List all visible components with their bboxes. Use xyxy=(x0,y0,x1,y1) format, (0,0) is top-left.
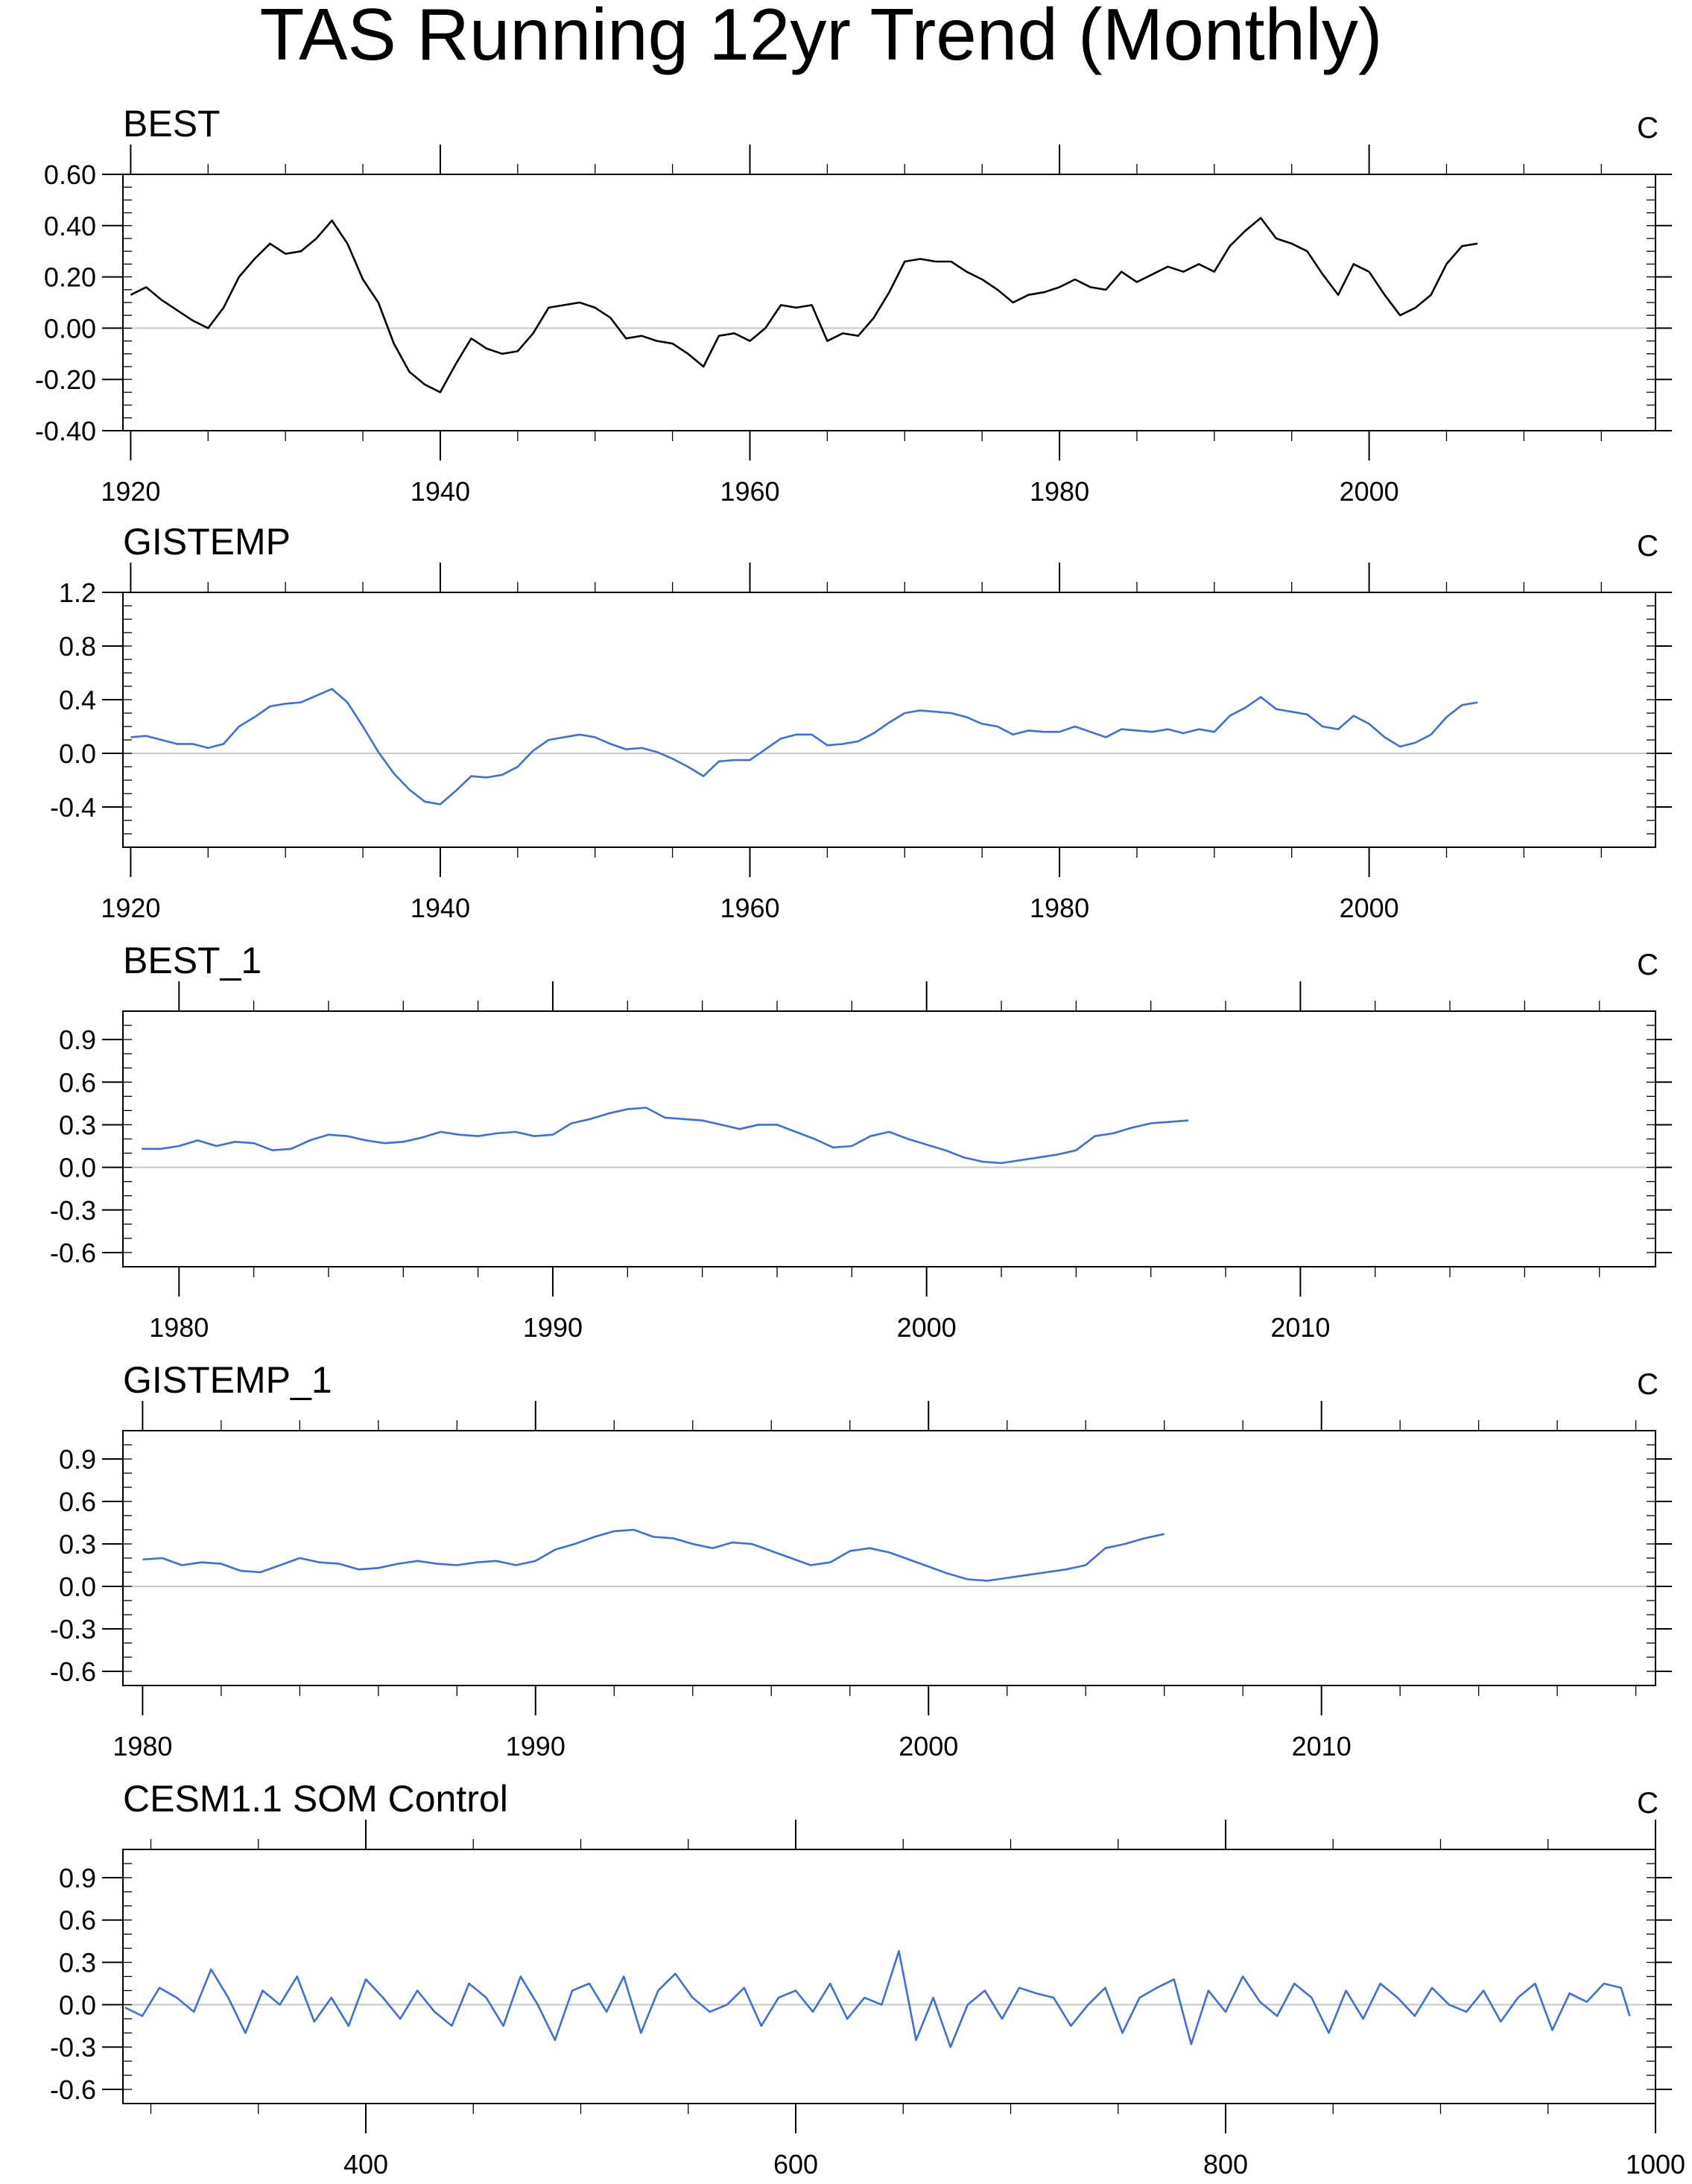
y-tick-label: -0.4 xyxy=(50,792,96,823)
x-tick-label: 1940 xyxy=(411,893,470,923)
units-label: C xyxy=(1637,112,1658,145)
series-line-cesm1-1-som-control xyxy=(124,1950,1631,2048)
x-tick-label: 1980 xyxy=(1030,893,1089,923)
y-tick-label: -0.3 xyxy=(50,1195,96,1226)
y-tick-label: 0.20 xyxy=(44,262,96,293)
x-tick-label: 2010 xyxy=(1292,1731,1352,1762)
panel-title: CESM1.1 SOM Control xyxy=(123,1778,508,1820)
series-line-best-1 xyxy=(142,1107,1188,1165)
x-tick-label: 1980 xyxy=(113,1731,172,1762)
panel-title: GISTEMP xyxy=(123,521,291,563)
plot-frame xyxy=(122,174,1656,431)
x-tick-label: 1990 xyxy=(506,1731,565,1762)
figure-title: TAS Running 12yr Trend (Monthly) xyxy=(260,0,1383,75)
x-tick-label: 1980 xyxy=(1030,476,1089,507)
x-tick-label: 1980 xyxy=(149,1312,209,1343)
y-tick-label: 0.9 xyxy=(59,1025,96,1055)
y-tick-label: 0.3 xyxy=(59,1948,96,1978)
plot-frame xyxy=(122,1430,1656,1686)
x-tick-label: 800 xyxy=(1203,2149,1248,2180)
panel-gistemp: GISTEMP C 1.2 0.8 0.4 0.0 -0.4 1920 1940 1960 1980… xyxy=(50,521,1672,923)
y-tick-label: -0.20 xyxy=(35,364,96,395)
y-tick-label: -0.40 xyxy=(35,416,96,446)
series-line-best xyxy=(130,217,1478,393)
y-tick-label: 0.6 xyxy=(59,1905,96,1936)
x-tick-label: 1960 xyxy=(720,893,779,923)
x-tick-label: 2000 xyxy=(1340,893,1399,923)
x-tick-label: 1000 xyxy=(1626,2149,1685,2180)
plot-frame xyxy=(122,592,1656,848)
y-tick-label: 0.6 xyxy=(59,1487,96,1517)
y-tick-label: -0.3 xyxy=(50,2032,96,2063)
x-tick-label: 1920 xyxy=(101,893,160,923)
x-tick-label: 2010 xyxy=(1270,1312,1330,1343)
y-tick-label: 0.0 xyxy=(59,1153,96,1183)
x-tick-label: 1920 xyxy=(101,476,160,507)
x-tick-label: 2000 xyxy=(897,1312,957,1343)
units-label: C xyxy=(1637,949,1658,981)
y-tick-label: 0.0 xyxy=(59,1571,96,1602)
y-tick-label: -0.6 xyxy=(50,1656,96,1687)
x-tick-label: 1990 xyxy=(523,1312,583,1343)
x-tick-label: 2000 xyxy=(1340,476,1399,507)
y-tick-label: 0.3 xyxy=(59,1110,96,1140)
plot-frame xyxy=(122,1010,1656,1267)
y-tick-label: 0.60 xyxy=(44,159,96,190)
series-line-gistemp-1 xyxy=(142,1528,1165,1582)
y-tick-label: 0.0 xyxy=(59,1990,96,2020)
y-tick-label: 0.9 xyxy=(59,1863,96,1893)
y-tick-label: 0.4 xyxy=(59,685,96,715)
panel-title: GISTEMP_1 xyxy=(123,1359,332,1401)
x-tick-label: 1960 xyxy=(720,476,779,507)
plot-frame xyxy=(122,1849,1656,2104)
panel-best-1: BEST_1 C 0.9 0.6 0.3 0.0 -0.3 -0.6 1980 1990 2000 2… xyxy=(50,940,1672,1343)
units-label: C xyxy=(1637,1787,1658,1820)
panel-gistemp-1: GISTEMP_1 C 0.9 0.6 0.3 0.0 -0.3 -0.6 1980 1990 20… xyxy=(50,1359,1672,1762)
y-tick-label: 0.40 xyxy=(44,211,96,241)
y-tick-label: 0.3 xyxy=(59,1529,96,1560)
series-line-gistemp xyxy=(130,688,1478,805)
units-label: C xyxy=(1637,530,1658,563)
y-tick-label: 0.00 xyxy=(44,313,96,344)
panel-title: BEST xyxy=(123,103,221,145)
y-tick-label: 0.6 xyxy=(59,1067,96,1098)
y-tick-label: 0.8 xyxy=(59,631,96,662)
units-label: C xyxy=(1637,1368,1658,1401)
x-tick-label: 1940 xyxy=(411,476,470,507)
x-tick-label: 2000 xyxy=(899,1731,958,1762)
y-tick-label: -0.6 xyxy=(50,2074,96,2105)
y-tick-label: -0.3 xyxy=(50,1614,96,1645)
y-tick-label: 0.0 xyxy=(59,738,96,769)
panel-title: BEST_1 xyxy=(123,940,262,981)
y-tick-label: 1.2 xyxy=(59,577,96,608)
x-tick-label: 400 xyxy=(343,2149,388,2180)
y-tick-label: 0.9 xyxy=(59,1444,96,1475)
x-tick-label: 600 xyxy=(773,2149,818,2180)
panel-cesm1-1-som-control: CESM1.1 SOM Control C 0.9 0.6 0.3 0.0 -0.3 -0.6… xyxy=(50,1778,1685,2180)
y-tick-label: -0.6 xyxy=(50,1238,96,1268)
